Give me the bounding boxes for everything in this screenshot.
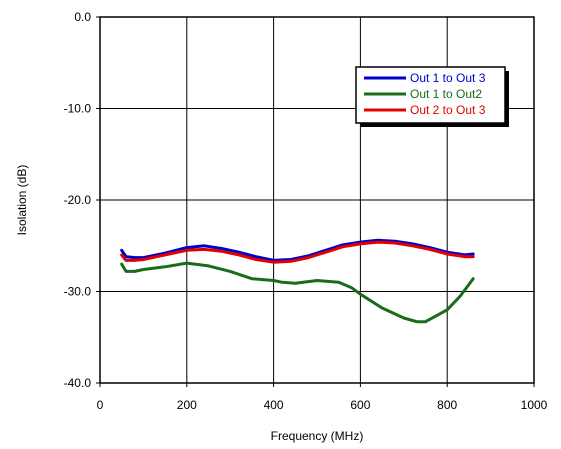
legend-label: Out 1 to Out 3 xyxy=(410,71,486,85)
x-tick-label: 600 xyxy=(350,398,370,412)
legend-label: Out 1 to Out2 xyxy=(410,87,482,101)
series-line xyxy=(120,240,475,264)
y-axis-label: Isolation (dB) xyxy=(15,165,29,236)
series-lines xyxy=(120,238,475,324)
y-tick-label: 0.0 xyxy=(74,10,91,24)
y-tick-label: -40.0 xyxy=(64,376,92,390)
x-tick-label: 800 xyxy=(437,398,457,412)
x-tick-label: 1000 xyxy=(521,398,548,412)
legend-label: Out 2 to Out 3 xyxy=(410,103,486,117)
x-axis-label: Frequency (MHz) xyxy=(271,429,364,443)
series-line xyxy=(120,238,475,262)
x-tick-label: 200 xyxy=(177,398,197,412)
y-tick-label: -10.0 xyxy=(64,102,92,116)
x-tick-label: 0 xyxy=(97,398,104,412)
y-axis-ticks: 0.0 -10.0 -20.0 -30.0 -40.0 xyxy=(64,10,100,390)
legend-entries: Out 1 to Out 3 Out 1 to Out2 Out 2 to Out … xyxy=(364,71,486,117)
series-line xyxy=(120,261,475,324)
y-tick-label: -30.0 xyxy=(64,285,92,299)
legend: Out 1 to Out 3 Out 1 to Out2 Out 2 to Out … xyxy=(355,66,509,127)
x-axis-ticks: 0 200 400 600 800 1000 xyxy=(97,383,548,412)
x-tick-label: 400 xyxy=(264,398,284,412)
y-tick-label: -20.0 xyxy=(64,193,92,207)
